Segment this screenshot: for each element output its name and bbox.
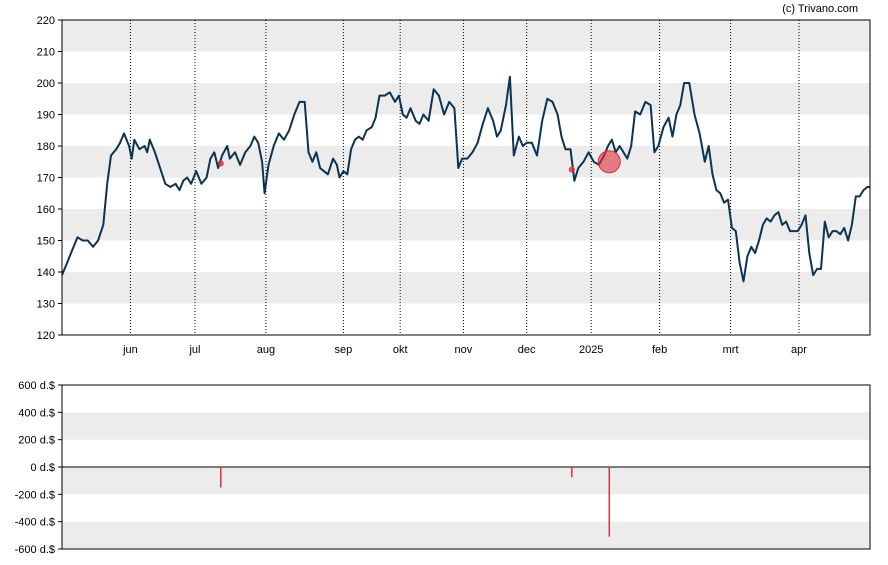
volume-y-tick-label: -200 d.$ bbox=[15, 489, 55, 501]
volume-y-ticks: 600 d.$ 400 d.$ 200 d.$ 0 d.$ -200 d.$ -400 d… bbox=[15, 380, 62, 556]
watermark-label: (c) Trivano.com bbox=[782, 3, 858, 15]
volume-band bbox=[62, 439, 870, 467]
y-tick-label: 210 bbox=[37, 47, 55, 59]
volume-y-tick-label: 0 d.$ bbox=[31, 462, 55, 474]
price-band bbox=[62, 240, 870, 272]
x-tick-label: okt bbox=[393, 344, 408, 356]
volume-y-tick-label: 200 d.$ bbox=[18, 435, 55, 447]
y-tick-label: 120 bbox=[37, 330, 55, 342]
price-band bbox=[62, 114, 870, 146]
transaction-marker bbox=[568, 166, 575, 173]
price-x-ticks: jun jul aug sep okt nov dec 2025 feb mrt apr bbox=[122, 344, 807, 356]
x-tick-label: 2025 bbox=[579, 344, 603, 356]
y-tick-label: 220 bbox=[37, 15, 55, 27]
volume-band bbox=[62, 385, 870, 413]
y-tick-label: 200 bbox=[37, 78, 55, 90]
transaction-marker bbox=[217, 160, 224, 167]
price-band bbox=[62, 51, 870, 83]
price-band bbox=[62, 20, 870, 52]
x-tick-label: jun bbox=[122, 344, 138, 356]
volume-band bbox=[62, 467, 870, 495]
x-tick-label: apr bbox=[791, 344, 807, 356]
volume-plot-frame bbox=[61, 384, 871, 550]
volume-y-tick-label: -400 d.$ bbox=[15, 517, 55, 529]
price-band bbox=[62, 303, 870, 335]
x-tick-label: feb bbox=[652, 344, 667, 356]
y-tick-label: 130 bbox=[37, 299, 55, 311]
transaction-marker bbox=[597, 150, 621, 174]
y-tick-label: 180 bbox=[37, 141, 55, 153]
price-y-ticks: 120 130 140 150 160 170 180 190 200 210 220 bbox=[37, 15, 62, 342]
x-tick-label: jul bbox=[188, 344, 200, 356]
y-tick-label: 160 bbox=[37, 204, 55, 216]
price-band bbox=[62, 146, 870, 178]
volume-y-tick-label: 600 d.$ bbox=[18, 380, 55, 392]
price-band bbox=[62, 209, 870, 241]
volume-y-tick-label: 400 d.$ bbox=[18, 407, 55, 419]
x-tick-label: nov bbox=[455, 344, 473, 356]
price-plot-frame bbox=[61, 19, 871, 336]
x-tick-label: sep bbox=[335, 344, 353, 356]
x-tick-label: aug bbox=[257, 344, 275, 356]
price-grid-bands bbox=[62, 20, 870, 335]
volume-band bbox=[62, 521, 870, 549]
price-line bbox=[61, 75, 870, 283]
volume-band bbox=[62, 412, 870, 440]
price-band bbox=[62, 83, 870, 115]
y-tick-label: 190 bbox=[37, 110, 55, 122]
price-markers bbox=[217, 150, 621, 174]
y-tick-label: 150 bbox=[37, 236, 55, 248]
x-tick-label: dec bbox=[518, 344, 536, 356]
price-band bbox=[62, 177, 870, 209]
volume-grid-bands bbox=[62, 385, 870, 549]
volume-bars bbox=[220, 467, 611, 537]
y-tick-label: 170 bbox=[37, 173, 55, 185]
volume-y-tick-label: -600 d.$ bbox=[15, 544, 55, 556]
y-tick-label: 140 bbox=[37, 267, 55, 279]
volume-band bbox=[62, 494, 870, 522]
x-tick-label: mrt bbox=[723, 344, 739, 356]
price-band bbox=[62, 272, 870, 304]
